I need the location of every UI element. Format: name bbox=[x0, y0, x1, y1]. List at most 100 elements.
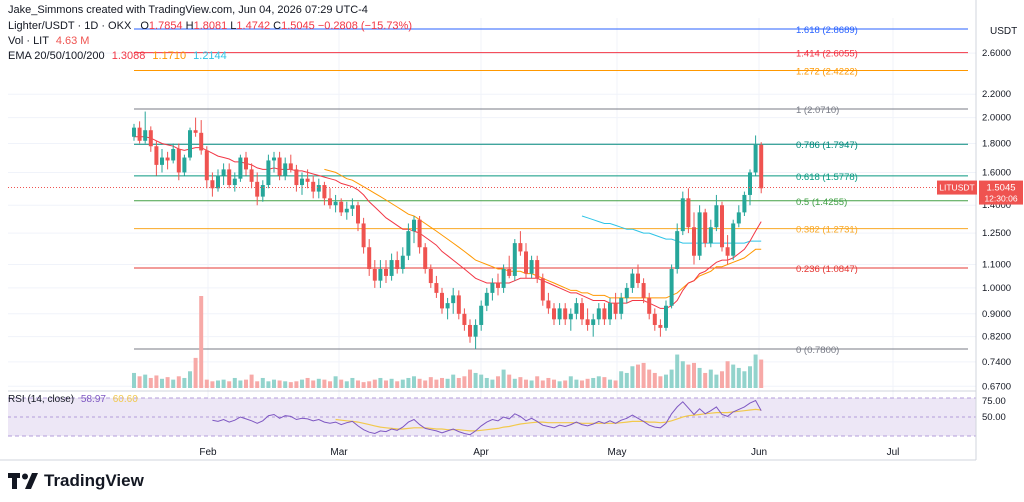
candle-body bbox=[680, 198, 685, 232]
volume-bar bbox=[490, 379, 495, 388]
candle-body bbox=[300, 178, 304, 186]
volume-label[interactable]: Vol · LIT bbox=[8, 35, 49, 47]
volume-bar bbox=[641, 362, 646, 388]
price-tick-label: 1.4000 bbox=[982, 200, 1011, 211]
time-tick-label: May bbox=[608, 447, 627, 458]
candle-body bbox=[311, 181, 316, 192]
candle-body bbox=[473, 324, 478, 337]
candle-body bbox=[484, 292, 489, 306]
volume-bar bbox=[753, 354, 758, 388]
volume-bar bbox=[227, 381, 232, 388]
candle-body bbox=[714, 205, 719, 228]
volume-bar bbox=[748, 366, 752, 388]
rsi-label[interactable]: RSI (14, close) bbox=[8, 394, 75, 405]
volume-bar bbox=[529, 380, 534, 388]
volume-bar bbox=[664, 374, 668, 388]
volume-bar bbox=[272, 379, 276, 388]
volume-bar bbox=[216, 380, 220, 388]
volume-bar bbox=[165, 377, 170, 388]
currency-label: USDT bbox=[990, 26, 1017, 37]
candle-body bbox=[557, 308, 562, 320]
candle-body bbox=[232, 178, 237, 186]
volume-bar bbox=[434, 379, 439, 388]
volume-bar bbox=[574, 379, 579, 388]
candle-body bbox=[535, 260, 540, 279]
rsi-ma-line bbox=[335, 408, 762, 432]
symbol-tag-label: LITUSDT bbox=[939, 183, 974, 193]
candle-body bbox=[451, 295, 456, 304]
low-value: 1.4742 bbox=[236, 20, 271, 32]
price-tick-label: 1.1000 bbox=[982, 259, 1011, 270]
candle-body bbox=[283, 163, 288, 176]
volume-bar bbox=[389, 378, 394, 388]
price-tick-label: 0.8200 bbox=[982, 332, 1011, 343]
ema-label[interactable]: EMA 20/50/100/200 bbox=[8, 50, 105, 62]
symbol-name[interactable]: Lighter/USDT · 1D · OKX bbox=[8, 20, 132, 32]
fib-level-label: 0 (0.7800) bbox=[796, 345, 839, 356]
volume-bar bbox=[731, 364, 736, 388]
volume-bar bbox=[395, 381, 400, 388]
volume-bar bbox=[602, 377, 607, 388]
volume-bar bbox=[596, 376, 601, 388]
volume-bar bbox=[148, 377, 153, 388]
candle-body bbox=[742, 194, 747, 213]
volume-bar bbox=[412, 376, 416, 388]
volume-bar bbox=[288, 382, 293, 388]
volume-bar bbox=[339, 379, 344, 388]
candle-body bbox=[440, 292, 444, 309]
candle-body bbox=[552, 308, 556, 320]
candle-body bbox=[725, 247, 730, 256]
price-tick-label: 1.2500 bbox=[982, 228, 1011, 239]
fib-level-label: 0.382 (1.2731) bbox=[796, 225, 858, 236]
candlesticks bbox=[132, 111, 764, 349]
candle-body bbox=[602, 308, 607, 320]
tradingview-logo[interactable]: TradingView bbox=[8, 470, 144, 492]
volume-bar bbox=[344, 381, 349, 388]
candle-body bbox=[221, 169, 226, 176]
volume-bar bbox=[255, 381, 260, 388]
candle-body bbox=[434, 283, 439, 293]
volume-bar bbox=[608, 379, 612, 388]
candle-body bbox=[591, 319, 596, 325]
volume-bar bbox=[182, 377, 187, 388]
candle-body bbox=[210, 180, 215, 189]
price-tag-countdown: 12:30:06 bbox=[984, 194, 1017, 204]
price-tick-label: 1.0000 bbox=[982, 283, 1011, 294]
candle-body bbox=[395, 260, 400, 270]
volume-bar bbox=[658, 376, 663, 388]
tradingview-logo-icon bbox=[8, 473, 38, 489]
volume-bar bbox=[137, 376, 142, 388]
volume-bar bbox=[535, 376, 540, 388]
candle-body bbox=[647, 297, 652, 314]
candle-body bbox=[272, 157, 276, 161]
volume-bar bbox=[462, 376, 467, 388]
candle-body bbox=[529, 260, 534, 274]
candle-body bbox=[204, 150, 209, 181]
fib-level-label: 1.272 (2.4222) bbox=[796, 67, 858, 78]
volume-bar bbox=[160, 378, 164, 388]
time-tick-label: Jul bbox=[887, 447, 900, 458]
candle-body bbox=[154, 146, 159, 165]
rsi-tick-label: 75.00 bbox=[982, 396, 1006, 407]
fib-level-label: 1.618 (2.8689) bbox=[796, 25, 858, 36]
rsi-legend: RSI (14, close) 58.97 60.60 bbox=[8, 394, 138, 405]
volume-bar bbox=[384, 380, 388, 388]
candle-body bbox=[518, 243, 523, 252]
volume-bar bbox=[613, 380, 618, 388]
volume-bar bbox=[440, 377, 444, 388]
rsi-pane bbox=[8, 390, 976, 437]
candle-body bbox=[692, 227, 696, 256]
candle-body bbox=[759, 144, 764, 189]
candle-body bbox=[288, 163, 293, 170]
candle-body bbox=[423, 247, 428, 270]
candle-body bbox=[350, 205, 355, 209]
candle-body bbox=[356, 205, 360, 224]
volume-bar bbox=[249, 374, 254, 388]
price-tick-label: 1.8000 bbox=[982, 139, 1011, 150]
candle-body bbox=[630, 273, 635, 288]
candle-body bbox=[613, 303, 618, 314]
price-tick-label: 0.6700 bbox=[982, 381, 1011, 392]
candle-body bbox=[658, 324, 663, 328]
volume-bar bbox=[759, 359, 764, 388]
